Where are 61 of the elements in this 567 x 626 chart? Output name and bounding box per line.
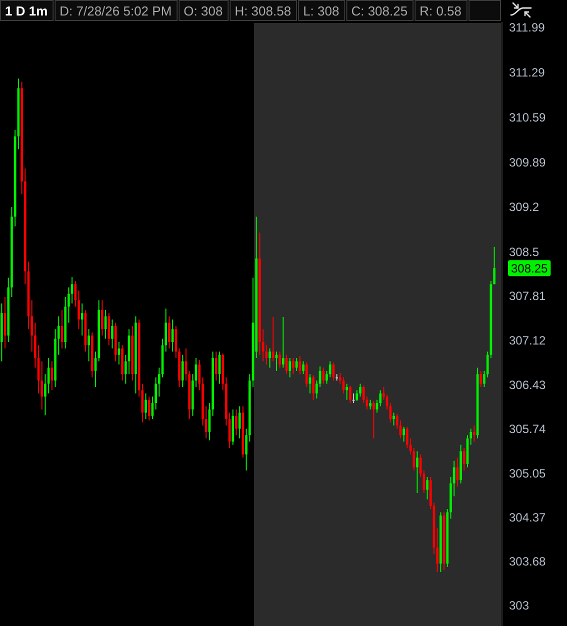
text: H: 308.58 <box>234 4 292 18</box>
candlestick <box>47 358 50 394</box>
candlestick <box>238 406 241 439</box>
candlestick <box>312 374 315 400</box>
candlestick <box>278 351 281 368</box>
candlestick <box>272 316 274 362</box>
y-tick-label: 311.99 <box>509 20 546 35</box>
candlestick <box>181 354 184 388</box>
candlestick <box>108 312 110 346</box>
candlestick <box>346 383 348 400</box>
chart-title: 1 D 1m <box>5 4 48 18</box>
candlestick <box>462 448 466 471</box>
candlestick <box>288 358 292 378</box>
candlestick <box>369 399 372 410</box>
candlestick <box>88 328 90 362</box>
candlestick <box>359 383 362 398</box>
y-tick-label: 307.12 <box>509 334 546 348</box>
text: O: 308 <box>184 4 223 18</box>
y-tick-label: 305.74 <box>509 422 546 436</box>
y-tick-label: 311.29 <box>509 66 546 80</box>
y-tick-label: 307.81 <box>509 289 546 304</box>
text: D: 7/28/26 5:02 PM <box>60 4 172 18</box>
candlestick <box>392 412 395 426</box>
candlestick <box>295 358 298 372</box>
candlestick <box>402 426 405 442</box>
candlestick <box>80 302 84 336</box>
candlestick <box>473 425 476 442</box>
candlestick <box>322 367 325 384</box>
text: L: 308 <box>303 4 340 18</box>
candlestick <box>148 396 150 421</box>
candlestick <box>292 358 294 375</box>
y-tick-label: 309.2 <box>509 200 540 214</box>
candlestick <box>214 351 218 382</box>
candlestick <box>111 319 114 349</box>
text: R: 0.58 <box>420 4 462 18</box>
candlestick <box>426 476 428 500</box>
text: 308.25 <box>511 261 548 276</box>
y-tick-label: 303.68 <box>509 554 546 569</box>
candlestick <box>328 360 332 378</box>
y-tick-label: 306.43 <box>509 378 546 392</box>
candlestick <box>480 370 482 388</box>
y-tick-label: 309.89 <box>509 156 546 170</box>
candlestick <box>356 390 358 402</box>
y-tick-label: 303 <box>509 598 530 612</box>
candlestick <box>168 316 170 349</box>
candlestick <box>282 316 284 368</box>
y-tick-label: 304.37 <box>509 510 546 524</box>
y-tick-label: 305.05 <box>509 466 546 481</box>
y-tick-label: 310.59 <box>509 110 546 125</box>
candlestick <box>144 392 147 420</box>
candlestick <box>171 319 174 352</box>
candlestick <box>416 450 418 494</box>
text: C: 308.25 <box>351 4 408 18</box>
candlestick <box>305 362 308 388</box>
candlestick <box>302 360 304 375</box>
candlestick <box>235 408 238 436</box>
candlestick <box>101 300 104 336</box>
candlestick <box>268 348 271 368</box>
y-tick-label: 308.5 <box>509 244 540 259</box>
candlestick <box>372 400 375 439</box>
candlestick <box>349 385 352 404</box>
